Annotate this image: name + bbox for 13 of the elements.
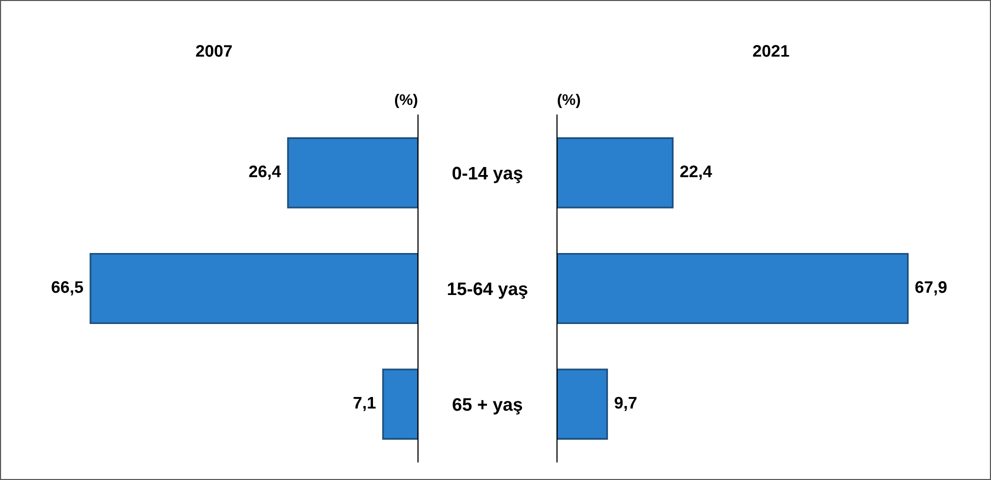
data-label: 66,5 bbox=[52, 281, 84, 296]
y-tick-label: 65 + yaş bbox=[452, 398, 522, 414]
y-tick-label: 0-14 yaş bbox=[452, 166, 522, 184]
data-label: 22,4 bbox=[680, 166, 712, 180]
y-tick-label: 15-64 yaş bbox=[448, 282, 528, 299]
data-label: 9,7 bbox=[614, 396, 636, 412]
chart-title: 2021 bbox=[753, 45, 790, 57]
data-label: 26,4 bbox=[249, 166, 281, 180]
data-label: 7,1 bbox=[354, 397, 376, 412]
data-label: 67,9 bbox=[915, 281, 947, 296]
x-axis-title: (%) bbox=[558, 94, 580, 108]
chart-title: 2007 bbox=[196, 45, 232, 57]
x-axis-title: (%) bbox=[395, 94, 418, 108]
